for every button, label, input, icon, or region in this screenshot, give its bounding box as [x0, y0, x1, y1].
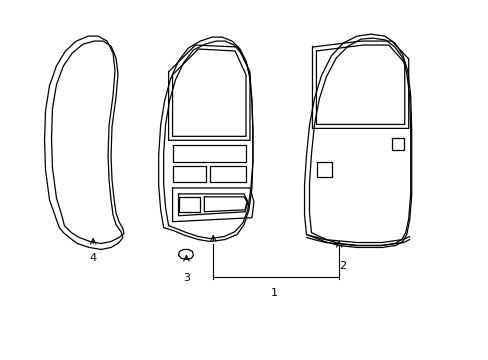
Text: 4: 4: [89, 253, 97, 264]
Text: 3: 3: [183, 273, 189, 283]
Text: 2: 2: [338, 261, 345, 271]
Text: 1: 1: [271, 288, 278, 298]
